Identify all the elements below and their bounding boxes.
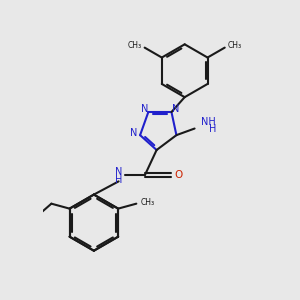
Text: N: N <box>115 167 122 177</box>
Text: NH: NH <box>201 117 216 127</box>
Text: N: N <box>141 104 148 114</box>
Text: CH₃: CH₃ <box>128 41 142 50</box>
Text: H: H <box>209 124 216 134</box>
Text: CH₃: CH₃ <box>227 41 242 50</box>
Text: O: O <box>174 170 182 180</box>
Text: N: N <box>172 104 179 114</box>
Text: CH₃: CH₃ <box>140 197 154 206</box>
Text: N: N <box>130 128 138 139</box>
Text: H: H <box>115 175 122 185</box>
